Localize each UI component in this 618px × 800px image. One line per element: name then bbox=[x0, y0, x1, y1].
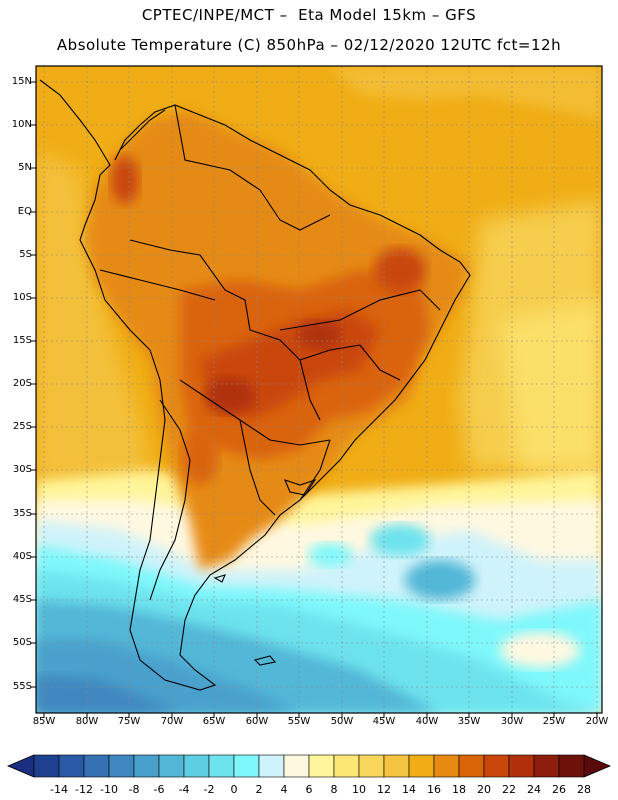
lat-label: 35S bbox=[12, 508, 32, 519]
map-gridlines bbox=[36, 66, 602, 713]
colorbar-swatch bbox=[383, 754, 410, 778]
colorbar-swatch bbox=[458, 754, 485, 778]
map-title-line1: CPTEC/INPE/MCT – Eta Model 15km – GFS bbox=[141, 6, 477, 24]
colorbar-swatch bbox=[108, 754, 135, 778]
map-title-line2: Absolute Temperature (C) 850hPa – 02/12/… bbox=[56, 36, 562, 54]
colorbar-swatch bbox=[258, 754, 285, 778]
colorbar-label: 20 bbox=[477, 783, 491, 796]
lon-label: 25W bbox=[542, 716, 566, 727]
lon-label: 65W bbox=[202, 716, 226, 727]
lon-label: 55W bbox=[287, 716, 311, 727]
lat-label: EQ bbox=[17, 206, 32, 217]
lon-label: 20W bbox=[585, 716, 609, 727]
colorbar-label: 28 bbox=[577, 783, 591, 796]
colorbar-swatch bbox=[208, 754, 235, 778]
lon-label: 40W bbox=[415, 716, 439, 727]
colorbar-label: 18 bbox=[452, 783, 466, 796]
colorbar-label: 12 bbox=[377, 783, 391, 796]
colorbar-label: 4 bbox=[280, 783, 288, 796]
colorbar-swatch bbox=[233, 754, 260, 778]
colorbar-label: -12 bbox=[75, 783, 93, 796]
colorbar-label: 26 bbox=[552, 783, 566, 796]
colorbar-label: -10 bbox=[100, 783, 118, 796]
lon-label: 70W bbox=[160, 716, 184, 727]
colorbar-label: 16 bbox=[427, 783, 441, 796]
lat-label: 5S bbox=[19, 249, 32, 260]
lon-label: 50W bbox=[330, 716, 354, 727]
colorbar-swatch bbox=[358, 754, 385, 778]
coastlines bbox=[39, 79, 471, 691]
axis-ticks bbox=[31, 81, 598, 718]
colorbar-label: -4 bbox=[178, 783, 190, 796]
lon-label: 75W bbox=[117, 716, 141, 727]
colorbar-label: 10 bbox=[352, 783, 366, 796]
colorbar-swatch bbox=[83, 754, 110, 778]
lon-label: 35W bbox=[457, 716, 481, 727]
lon-label: 30W bbox=[500, 716, 524, 727]
lat-label: 5N bbox=[18, 162, 32, 173]
lat-label: 40S bbox=[12, 551, 32, 562]
colorbar-swatch bbox=[158, 754, 185, 778]
colorbar-swatch bbox=[533, 754, 560, 778]
colorbar-label: 6 bbox=[305, 783, 313, 796]
colorbar-label: -6 bbox=[153, 783, 165, 796]
lat-label: 15S bbox=[12, 335, 32, 346]
colorbar-low-arrow bbox=[6, 754, 35, 778]
colorbar-swatch bbox=[308, 754, 335, 778]
lat-label: 15N bbox=[11, 76, 32, 87]
colorbar-swatch bbox=[33, 754, 60, 778]
colorbar-label: -2 bbox=[203, 783, 215, 796]
lat-label: 10N bbox=[11, 119, 32, 130]
colorbar-swatch bbox=[558, 754, 585, 778]
colorbar-swatch bbox=[283, 754, 310, 778]
colorbar-label: 14 bbox=[402, 783, 416, 796]
colorbar-label: -8 bbox=[128, 783, 140, 796]
colorbar-swatch bbox=[183, 754, 210, 778]
colorbar-label: 0 bbox=[230, 783, 238, 796]
lat-label: 30S bbox=[12, 464, 32, 475]
colorbar-swatch bbox=[483, 754, 510, 778]
lon-label: 85W bbox=[32, 716, 56, 727]
lat-label: 10S bbox=[12, 292, 32, 303]
colorbar bbox=[6, 754, 612, 778]
colorbar-swatch bbox=[133, 754, 160, 778]
lat-label: 50S bbox=[12, 637, 32, 648]
lat-label: 20S bbox=[12, 378, 32, 389]
colorbar-swatch bbox=[433, 754, 460, 778]
colorbar-swatch bbox=[333, 754, 360, 778]
colorbar-label: 24 bbox=[527, 783, 541, 796]
colorbar-label: 22 bbox=[502, 783, 516, 796]
lat-label: 55S bbox=[12, 681, 32, 692]
lat-label: 45S bbox=[12, 594, 32, 605]
colorbar-swatch bbox=[408, 754, 435, 778]
temperature-field bbox=[36, 66, 602, 713]
lon-label: 60W bbox=[245, 716, 269, 727]
lon-label: 80W bbox=[75, 716, 99, 727]
colorbar-label: -14 bbox=[50, 783, 68, 796]
colorbar-label: 8 bbox=[330, 783, 338, 796]
lat-label: 25S bbox=[12, 421, 32, 432]
colorbar-swatch bbox=[508, 754, 535, 778]
colorbar-swatch bbox=[58, 754, 85, 778]
lon-label: 45W bbox=[372, 716, 396, 727]
map-frame bbox=[35, 65, 603, 714]
colorbar-high-arrow bbox=[583, 754, 612, 778]
colorbar-label: 2 bbox=[255, 783, 263, 796]
